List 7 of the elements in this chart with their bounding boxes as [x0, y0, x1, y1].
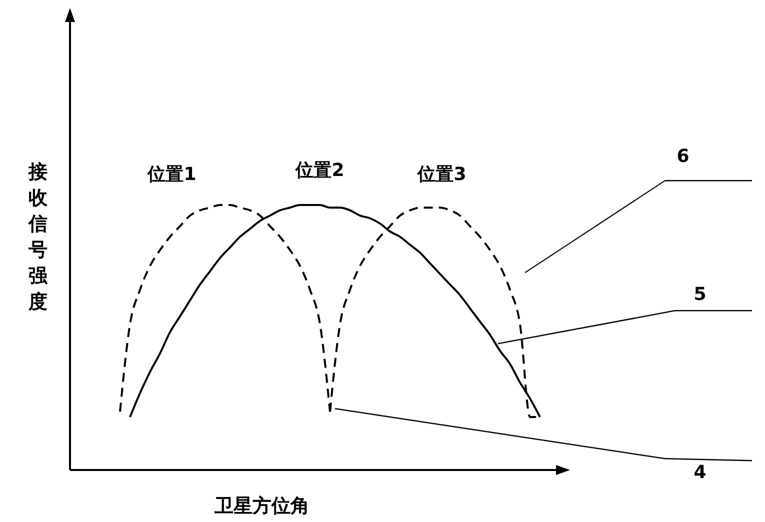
numbered-callout: 5 — [498, 284, 752, 344]
numbered-callout: 6 — [525, 146, 752, 274]
x-axis-title: 卫星方位角 — [214, 495, 310, 517]
y-axis-title: 接收信号强度 — [28, 161, 48, 313]
text: 位置1 — [146, 164, 196, 185]
text: 位置3 — [416, 164, 466, 185]
text: 位置2 — [294, 160, 344, 181]
